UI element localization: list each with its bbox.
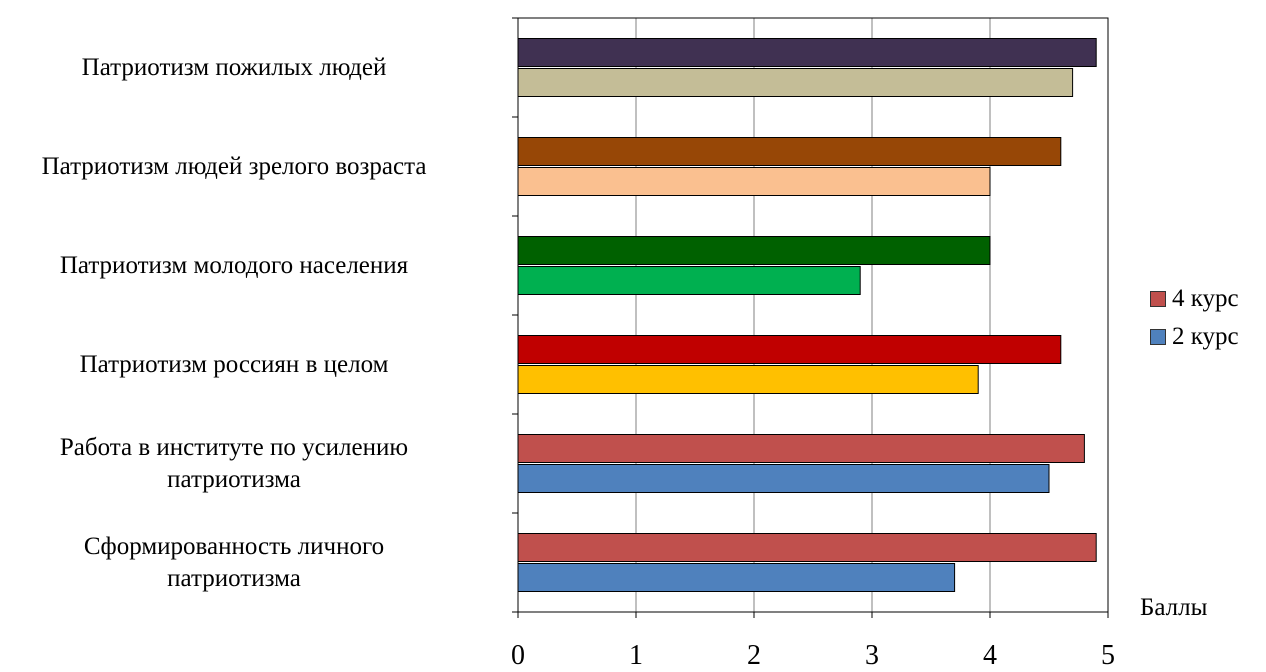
- x-tick-label: 2: [747, 640, 761, 671]
- bar-4-kurs: [517, 434, 1085, 463]
- x-axis-label: Баллы: [1140, 594, 1208, 621]
- bar-2-kurs: [517, 167, 991, 196]
- x-tick-label: 3: [865, 640, 879, 671]
- x-tick-label: 1: [629, 640, 643, 671]
- axes: [512, 17, 1109, 618]
- bar-4-kurs: [517, 335, 1062, 364]
- x-tick-label: 4: [983, 640, 997, 671]
- bar-4-kurs: [517, 236, 991, 265]
- category-label: Работа в институте по усилению патриотиз…: [59, 433, 409, 493]
- grid-lines: [635, 18, 991, 612]
- bar-2-kurs: [517, 266, 861, 295]
- bar-4-kurs: [517, 137, 1062, 166]
- category-label: Патриотизм молодого населения: [59, 251, 409, 279]
- bar-2-kurs: [517, 68, 1074, 97]
- legend-label: 4 курс: [1172, 285, 1239, 312]
- bars: [517, 38, 1097, 592]
- legend-label: 2 курс: [1172, 323, 1239, 350]
- bar-2-kurs: [517, 464, 1050, 493]
- category-label: Сформированность личного патриотизма: [83, 532, 385, 592]
- bar-4-kurs: [517, 38, 1097, 67]
- category-label: Патриотизм пожилых людей: [81, 53, 387, 81]
- bar-4-kurs: [517, 533, 1097, 562]
- bar-2-kurs: [517, 365, 979, 394]
- category-label: Патриотизм россиян в целом: [79, 350, 389, 378]
- x-tick-label: 0: [511, 640, 525, 671]
- legend-swatch: [1150, 291, 1166, 307]
- legend-item: 2 курс: [1150, 318, 1239, 356]
- bar-2-kurs: [517, 563, 956, 592]
- category-label: Патриотизм людей зрелого возраста: [41, 152, 427, 180]
- x-tick-label: 5: [1101, 640, 1115, 671]
- legend: 4 курс 2 курс: [1150, 280, 1239, 356]
- legend-item: 4 курс: [1150, 280, 1239, 318]
- plot-border: [517, 17, 1109, 613]
- legend-swatch: [1150, 329, 1166, 345]
